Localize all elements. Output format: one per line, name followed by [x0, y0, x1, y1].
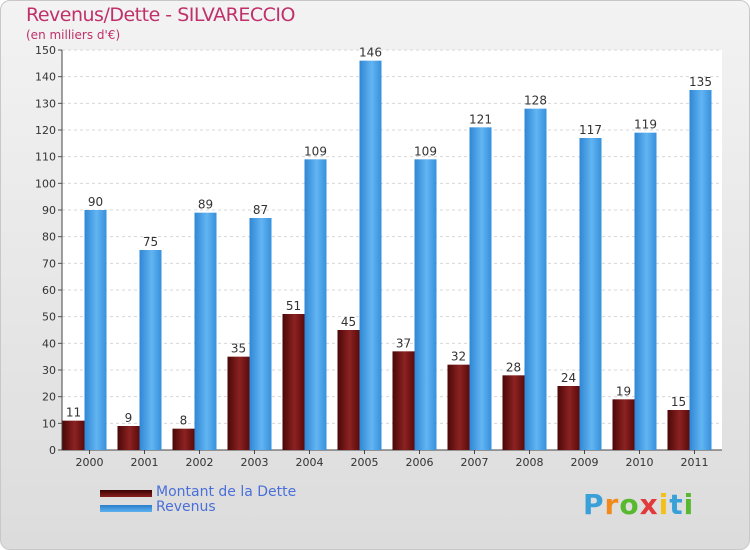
- data-label-revenus: 109: [304, 144, 327, 158]
- bar-dette: [612, 399, 635, 450]
- x-tick-label: 2011: [681, 456, 709, 469]
- bar-revenus: [84, 210, 107, 450]
- data-label-revenus: 121: [469, 112, 492, 126]
- y-tick-label: 100: [35, 177, 56, 190]
- plot-area: [62, 50, 722, 450]
- bar-dette: [337, 330, 360, 450]
- bar-revenus: [249, 218, 272, 450]
- bar-revenus: [194, 212, 217, 450]
- y-tick-label: 90: [42, 204, 56, 217]
- legend-label-dette: Montant de la Dette: [156, 484, 297, 500]
- y-tick-label: 0: [49, 444, 56, 457]
- logo-letter: o: [619, 488, 640, 521]
- y-tick-label: 110: [35, 151, 56, 164]
- chart-subtitle: (en milliers d'€): [26, 28, 121, 42]
- proxiti-logo: Proxiti: [583, 488, 694, 521]
- data-label-revenus: 109: [414, 144, 437, 158]
- data-label-revenus: 75: [143, 235, 158, 249]
- y-tick-label: 130: [35, 97, 56, 110]
- x-tick-label: 2002: [186, 456, 214, 469]
- data-label-revenus: 117: [579, 123, 602, 137]
- y-tick-label: 120: [35, 124, 56, 137]
- x-tick-label: 2004: [296, 456, 324, 469]
- bar-revenus: [139, 250, 162, 450]
- data-label-dette: 32: [451, 350, 466, 364]
- bar-dette: [447, 364, 470, 450]
- bar-dette: [117, 426, 140, 450]
- y-tick-label: 140: [35, 71, 56, 84]
- chart-title: Revenus/Dette - SILVARECCIO: [26, 4, 295, 26]
- x-tick-label: 2007: [461, 456, 489, 469]
- logo-letter: P: [583, 488, 605, 521]
- data-label-dette: 35: [231, 342, 246, 356]
- logo-letter: t: [669, 488, 684, 521]
- bar-dette: [282, 314, 305, 450]
- bar-revenus: [469, 127, 492, 450]
- bar-dette: [667, 410, 690, 450]
- x-tick-label: 2001: [131, 456, 159, 469]
- y-tick-label: 10: [42, 417, 56, 430]
- data-label-dette: 9: [125, 411, 133, 425]
- x-tick-label: 2000: [76, 456, 104, 469]
- legend-swatch-revenus: [100, 505, 152, 512]
- data-label-revenus: 146: [359, 46, 382, 60]
- bar-revenus: [359, 60, 382, 451]
- data-label-revenus: 87: [253, 203, 268, 217]
- y-tick-label: 20: [42, 391, 56, 404]
- x-tick-label: 2005: [351, 456, 379, 469]
- data-label-dette: 51: [286, 299, 301, 313]
- y-tick-label: 70: [42, 257, 56, 270]
- data-label-revenus: 135: [689, 75, 712, 89]
- logo-letter: r: [604, 488, 620, 521]
- x-tick-label: 2010: [626, 456, 654, 469]
- bar-dette: [227, 356, 250, 450]
- data-label-dette: 15: [671, 395, 686, 409]
- bar-dette: [557, 386, 580, 450]
- x-tick-label: 2003: [241, 456, 269, 469]
- y-tick-label: 80: [42, 231, 56, 244]
- data-label-dette: 11: [66, 406, 81, 420]
- bar-revenus: [634, 132, 657, 450]
- logo-letter: i: [658, 488, 670, 521]
- legend-label-revenus: Revenus: [156, 499, 216, 515]
- bar-revenus: [689, 90, 712, 450]
- bar-dette: [502, 375, 525, 450]
- data-label-dette: 8: [180, 414, 188, 428]
- data-label-revenus: 89: [198, 198, 213, 212]
- y-tick-label: 40: [42, 337, 56, 350]
- data-label-revenus: 119: [634, 118, 657, 132]
- x-tick-label: 2008: [516, 456, 544, 469]
- bar-dette: [62, 420, 85, 450]
- y-tick-label: 50: [42, 311, 56, 324]
- data-label-dette: 24: [561, 371, 576, 385]
- data-label-dette: 19: [616, 384, 631, 398]
- x-tick-label: 2009: [571, 456, 599, 469]
- bar-dette: [172, 428, 195, 450]
- y-tick-label: 30: [42, 364, 56, 377]
- y-tick-label: 60: [42, 284, 56, 297]
- bar-dette: [392, 351, 415, 450]
- logo-letter: x: [639, 488, 659, 521]
- data-label-dette: 37: [396, 336, 411, 350]
- bar-revenus: [304, 159, 327, 451]
- logo-letter: i: [683, 488, 695, 521]
- bar-revenus: [579, 138, 602, 450]
- data-label-revenus: 128: [524, 94, 547, 108]
- x-tick-label: 2006: [406, 456, 434, 469]
- data-label-dette: 45: [341, 315, 356, 329]
- data-label-revenus: 90: [88, 195, 103, 209]
- bar-revenus: [414, 159, 437, 451]
- y-tick-label: 150: [35, 44, 56, 57]
- bar-revenus: [524, 108, 547, 451]
- legend-swatch-dette: [100, 490, 152, 497]
- data-label-dette: 28: [506, 360, 521, 374]
